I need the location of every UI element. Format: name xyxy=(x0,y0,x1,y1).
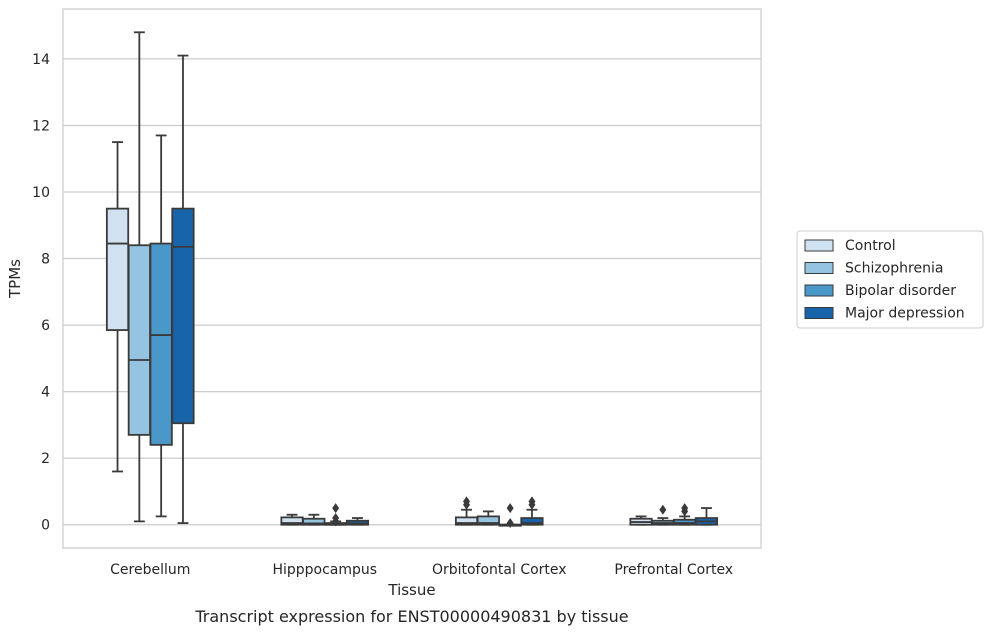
box-major-depression xyxy=(694,507,719,526)
outlier-point xyxy=(332,503,340,514)
y-axis-label: TPMs xyxy=(6,259,24,299)
y-tick-label: 0 xyxy=(41,518,50,534)
legend: Control Schizophrenia Bipolar disorder Majo… xyxy=(796,230,984,329)
legend-label: Schizophrenia xyxy=(845,261,943,277)
x-tick-label: Orbitofontal Cortex xyxy=(432,562,567,578)
plot-frame xyxy=(62,8,762,549)
box-body xyxy=(520,517,544,526)
y-tick-label: 6 xyxy=(41,318,50,334)
y-tick-label: 10 xyxy=(32,185,50,201)
box-schizophrenia xyxy=(651,504,675,526)
box-body xyxy=(302,517,326,526)
legend-swatch xyxy=(804,284,834,297)
outlier-point xyxy=(528,496,536,507)
box-schizophrenia xyxy=(302,513,326,526)
x-axis-label: Tissue xyxy=(387,581,435,599)
y-tick-labels: 0 2 4 6 8 10 12 14 xyxy=(32,52,50,534)
figure-caption: Transcript expression for ENST0000049083… xyxy=(194,607,628,626)
y-tick-label: 14 xyxy=(32,52,50,68)
box-bipolar-disorder xyxy=(324,503,348,527)
legend-swatch xyxy=(804,307,834,319)
box-control xyxy=(454,496,479,526)
box-body xyxy=(105,207,130,331)
y-tick-label: 2 xyxy=(41,451,50,467)
x-tick-label: Hipppocampus xyxy=(272,562,377,578)
box-control xyxy=(105,141,130,473)
outlier-point xyxy=(506,518,514,529)
outlier-point xyxy=(506,503,514,514)
legend-swatch xyxy=(804,262,834,274)
outlier-point xyxy=(681,503,689,514)
box-schizophrenia xyxy=(127,31,151,523)
legend-frame xyxy=(796,230,984,329)
box-major-depression xyxy=(345,517,370,526)
legend-label: Major depression xyxy=(845,306,965,322)
box-schizophrenia xyxy=(476,510,500,526)
box-major-depression xyxy=(171,54,195,524)
x-tick-label: Cerebellum xyxy=(110,562,190,578)
box-body xyxy=(149,242,173,446)
y-tick-label: 8 xyxy=(41,252,50,268)
box-body xyxy=(171,207,195,425)
box-body xyxy=(476,515,500,526)
legend-label: Control xyxy=(845,238,896,254)
legend-label: Bipolar disorder xyxy=(845,283,956,299)
outlier-point xyxy=(659,504,667,515)
box-body xyxy=(127,244,151,436)
outlier-point xyxy=(332,513,340,524)
x-tick-label: Prefrontal Cortex xyxy=(614,562,733,578)
x-tick-labels: Cerebellum Hipppocampus Orbitofontal Corte… xyxy=(110,562,733,578)
y-tick-label: 4 xyxy=(41,385,50,401)
y-tick-label: 12 xyxy=(32,118,50,134)
box-series-group xyxy=(105,31,719,529)
box-control xyxy=(629,515,653,526)
box-major-depression xyxy=(520,496,544,526)
outlier-point xyxy=(463,496,471,507)
legend-swatch xyxy=(804,239,834,252)
